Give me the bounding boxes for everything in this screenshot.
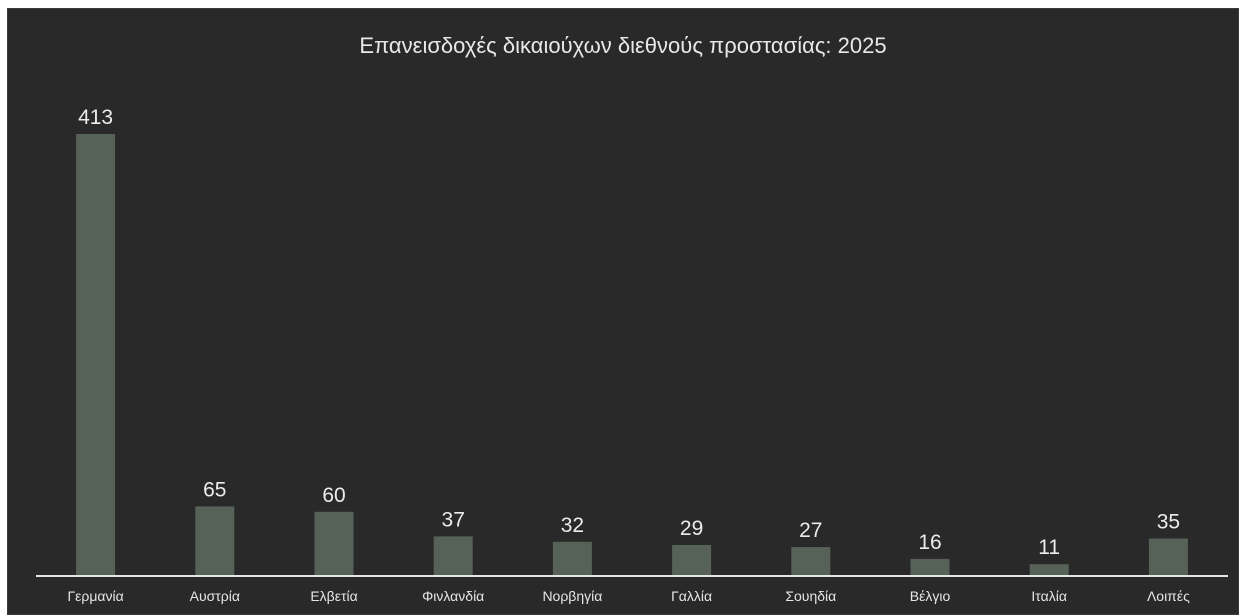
x-tick-label: Φινλανδία (422, 588, 484, 604)
value-label: 32 (561, 514, 584, 537)
bar-8 (910, 558, 950, 576)
bar-6 (672, 545, 712, 576)
value-label: 16 (918, 531, 941, 554)
value-label: 27 (799, 519, 822, 542)
bar-1 (76, 134, 116, 576)
x-tick-label: Γαλλία (671, 588, 712, 604)
value-label: 29 (680, 517, 703, 540)
x-tick-label: Λοιπές (1147, 588, 1190, 604)
chart-title: Επανεισδοχές δικαιούχων διεθνούς προστασ… (359, 33, 887, 58)
bar-9 (1029, 564, 1069, 576)
bars-group (76, 134, 1188, 576)
value-label: 65 (203, 478, 226, 501)
bar-3 (314, 511, 354, 576)
bar-2 (195, 506, 235, 576)
bar-10 (1148, 538, 1188, 576)
bar-5 (552, 541, 592, 576)
value-labels-group: 413 65 60 37 32 29 27 16 11 35 (78, 106, 1180, 559)
value-label: 413 (78, 106, 113, 129)
value-label: 35 (1157, 511, 1180, 534)
chart-container: Επανεισδοχές δικαιούχων διεθνούς προστασ… (7, 8, 1239, 615)
x-tick-label: Γερμανία (67, 588, 123, 604)
x-tick-label: Σουηδία (785, 588, 836, 604)
value-label: 11 (1038, 536, 1060, 559)
x-tick-label: Ιταλία (1031, 588, 1067, 604)
bar-4 (433, 536, 473, 576)
x-tick-label: Νορβηγία (542, 588, 602, 604)
value-label: 37 (442, 508, 465, 531)
bar-chart-plot: 413 65 60 37 32 29 27 16 11 35 Γερμανία Αυστρία Ελβ… (36, 106, 1228, 604)
bar-7 (791, 547, 831, 576)
x-tick-label: Αυστρία (190, 588, 240, 604)
x-tick-label: Ελβετία (310, 588, 357, 604)
x-tick-label: Βέλγιο (910, 588, 951, 604)
x-tick-labels-group: Γερμανία Αυστρία Ελβετία Φινλανδία Νορβηγία Γ… (67, 588, 1190, 604)
value-label: 60 (322, 484, 345, 507)
